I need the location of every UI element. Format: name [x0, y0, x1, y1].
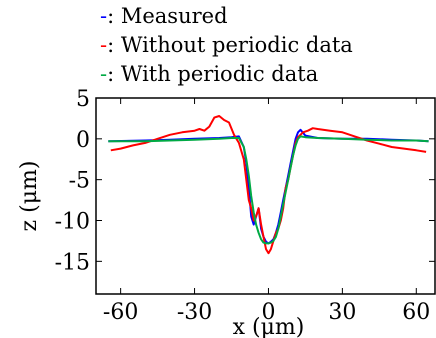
series-layer [108, 115, 429, 255]
y-axis-label: z (μm) [17, 161, 42, 232]
series-line-without-periodic-data [110, 115, 427, 255]
legend-label-measured: : Measured [107, 4, 227, 28]
legend-swatch-with-periodic-data: - [100, 62, 107, 86]
plot-area: -60 -30 0 30 60 5 0 -5 -10 -15 [55, 87, 436, 325]
y-tick-label: -15 [55, 250, 90, 275]
x-tick-label: 60 [402, 300, 430, 325]
y-tick-label: -10 [55, 210, 90, 235]
x-tick-label: -60 [103, 300, 138, 325]
legend-label-with-periodic-data: : With periodic data [107, 62, 318, 86]
y-tick-label: 5 [76, 87, 90, 112]
legend-label-without-periodic-data: : Without periodic data [107, 33, 353, 57]
y-tick-label: 0 [76, 128, 90, 153]
legend-entry-without-periodic-data: -: Without periodic data [100, 33, 353, 57]
plot-frame [95, 97, 436, 295]
legend-swatch-without-periodic-data: - [100, 33, 107, 57]
ticks-layer: -60 -30 0 30 60 5 0 -5 -10 -15 [55, 87, 435, 325]
y-tick-label: -5 [69, 169, 90, 194]
series-line-measured [108, 128, 429, 245]
series-line-with-periodic-data [108, 135, 429, 245]
legend: -: Measured-: Without periodic data-: Wi… [100, 4, 353, 86]
x-tick-label: -30 [177, 300, 212, 325]
x-tick-label: 30 [328, 300, 356, 325]
x-axis-label: x (μm) [233, 315, 305, 338]
legend-entry-with-periodic-data: -: With periodic data [100, 62, 318, 86]
legend-swatch-measured: - [100, 4, 107, 28]
legend-entry-measured: -: Measured [100, 4, 228, 28]
x-tick-label: 0 [261, 300, 275, 325]
